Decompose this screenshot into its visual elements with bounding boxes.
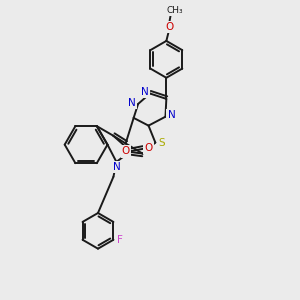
Text: N: N	[128, 98, 136, 108]
Text: N: N	[167, 110, 175, 120]
Text: F: F	[117, 236, 123, 245]
Text: S: S	[159, 138, 165, 148]
Text: O: O	[144, 143, 153, 153]
Text: N: N	[113, 162, 121, 172]
Text: O: O	[165, 22, 173, 32]
Text: CH₃: CH₃	[167, 6, 183, 15]
Text: N: N	[141, 87, 148, 97]
Text: O: O	[122, 146, 130, 157]
